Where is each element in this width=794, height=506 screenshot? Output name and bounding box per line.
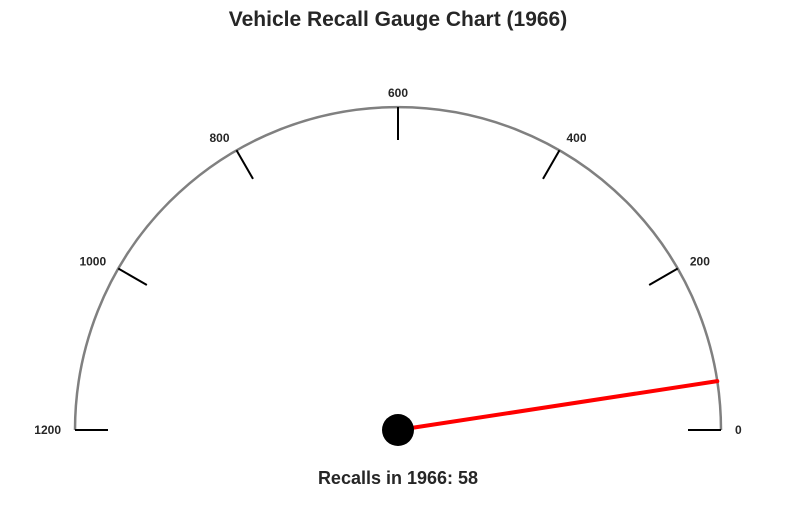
gauge-tick bbox=[117, 267, 148, 286]
gauge-tick-labels: 0 200 400 600 800 1000 1200 bbox=[34, 86, 742, 437]
gauge-tick-label: 800 bbox=[209, 131, 229, 145]
gauge-arc bbox=[73, 105, 723, 431]
gauge-tick-label: 400 bbox=[567, 131, 587, 145]
value-caption: Recalls in 1966: 58 bbox=[318, 468, 478, 488]
chart-title: Vehicle Recall Gauge Chart (1966) bbox=[229, 8, 567, 31]
gauge-tick-label: 200 bbox=[690, 255, 710, 269]
gauge-tick-label: 600 bbox=[388, 86, 408, 100]
gauge-ticks bbox=[75, 107, 721, 431]
gauge-tick-label: 0 bbox=[735, 423, 742, 437]
gauge-needle bbox=[396, 379, 720, 432]
gauge-tick-label: 1000 bbox=[79, 255, 106, 269]
gauge-hub bbox=[382, 414, 414, 446]
gauge-tick bbox=[235, 149, 254, 180]
gauge-tick bbox=[542, 149, 561, 180]
gauge-tick-label: 1200 bbox=[34, 423, 61, 437]
gauge-tick bbox=[648, 267, 679, 286]
